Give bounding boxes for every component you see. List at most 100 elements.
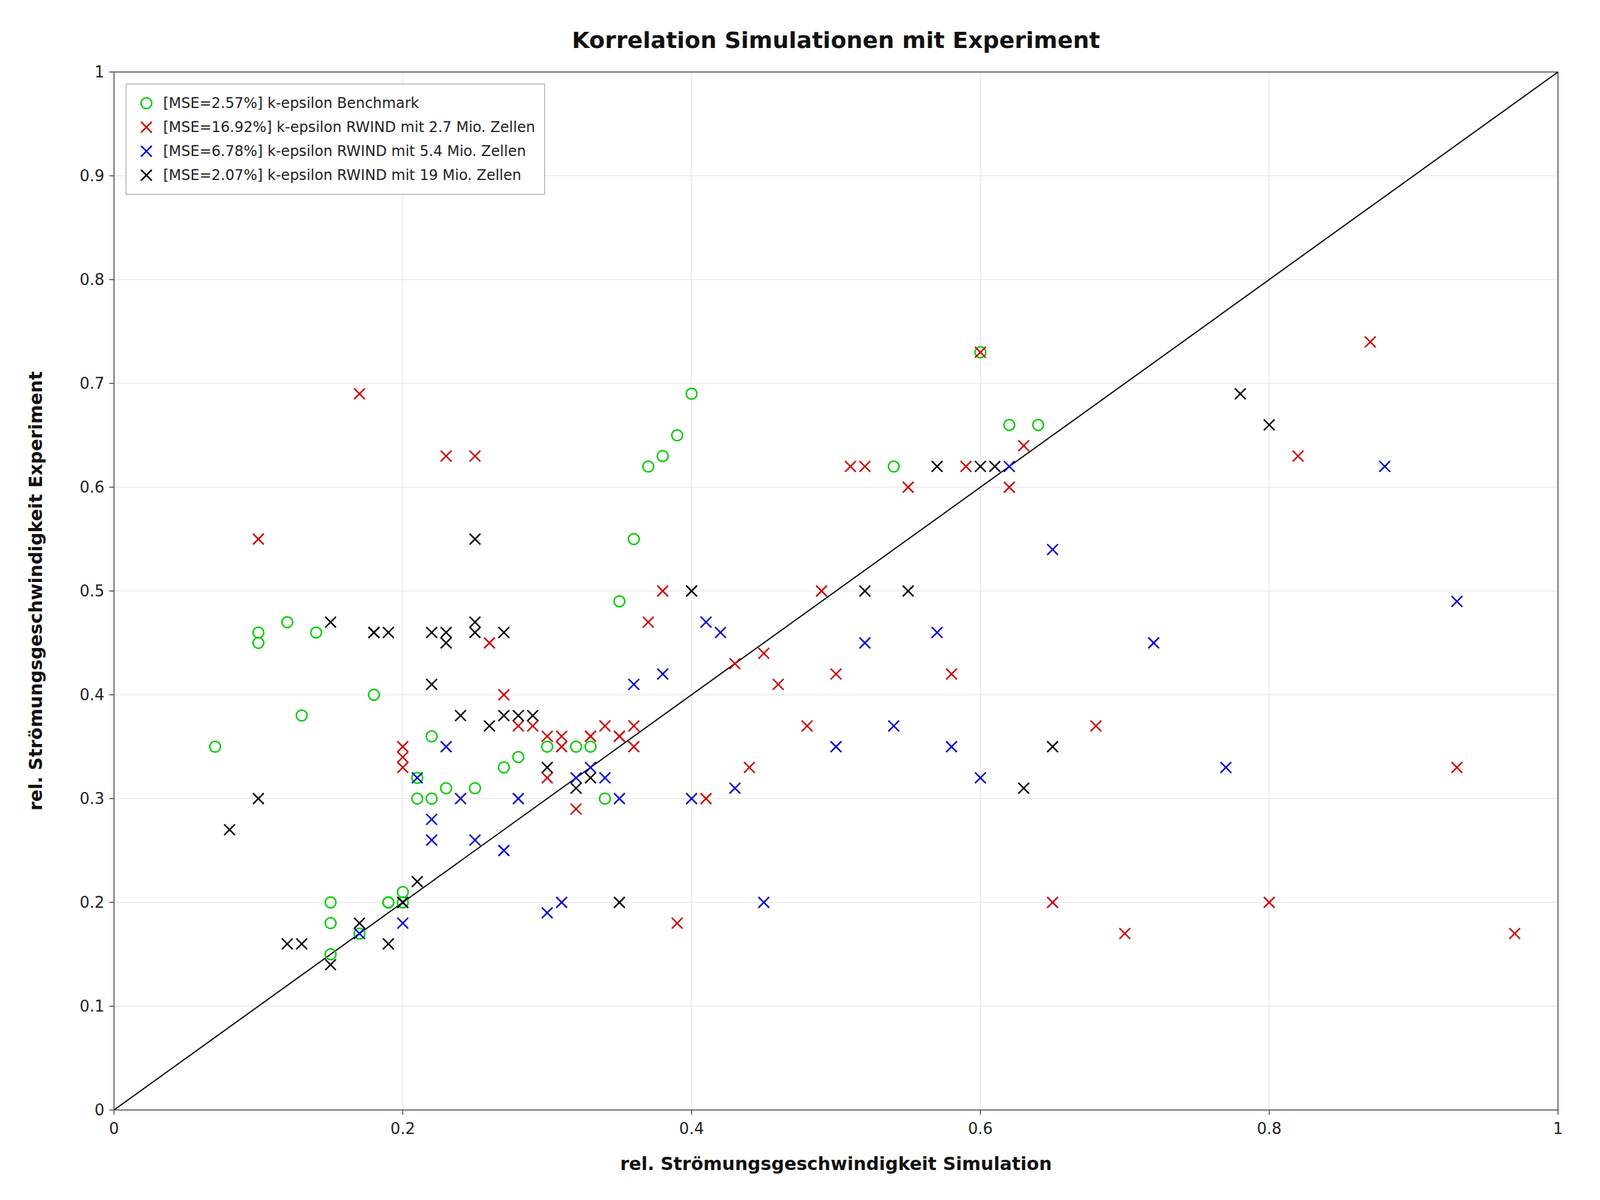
scatter-point bbox=[253, 533, 264, 545]
scatter-point bbox=[628, 533, 640, 545]
scatter-point bbox=[440, 782, 452, 794]
grid-line-y bbox=[113, 279, 1559, 281]
scatter-point bbox=[325, 917, 336, 929]
tick-label-x: 1 bbox=[1553, 1119, 1564, 1138]
scatter-point bbox=[498, 845, 510, 857]
legend-symbol bbox=[140, 145, 152, 157]
legend-symbol bbox=[140, 97, 152, 109]
scatter-point bbox=[353, 917, 365, 929]
scatter-point bbox=[296, 938, 308, 950]
scatter-point bbox=[426, 679, 438, 690]
background bbox=[0, 0, 1600, 1200]
scatter-point bbox=[541, 730, 553, 742]
scatter-point bbox=[426, 730, 438, 742]
scatter-point bbox=[584, 730, 596, 742]
scatter-point bbox=[426, 793, 438, 804]
scatter-point bbox=[830, 741, 842, 753]
scatter-point bbox=[325, 959, 336, 971]
scatter-point bbox=[700, 793, 712, 804]
scatter-point bbox=[1003, 419, 1015, 431]
scatter-point bbox=[541, 772, 553, 783]
y-axis-label: rel. Strömungsgeschwindigkeit Experiment bbox=[25, 371, 47, 811]
tick-x bbox=[113, 1109, 115, 1115]
tick-label-y: 0.4 bbox=[79, 685, 105, 704]
tick-label-y: 0.6 bbox=[79, 478, 105, 497]
scatter-point bbox=[974, 772, 986, 783]
tick-y bbox=[109, 382, 114, 384]
scatter-point bbox=[541, 761, 553, 773]
tick-label-y: 0.7 bbox=[79, 374, 105, 393]
tick-label-y: 0.2 bbox=[79, 893, 105, 912]
scatter-point bbox=[426, 626, 438, 638]
scatter-point bbox=[209, 741, 221, 753]
scatter-point bbox=[584, 730, 596, 742]
scatter-point bbox=[859, 585, 871, 597]
scatter-point bbox=[527, 710, 539, 722]
scatter-point bbox=[498, 689, 510, 701]
scatter-point bbox=[353, 928, 365, 939]
scatter-point bbox=[686, 585, 698, 597]
tick-label-x: 0.8 bbox=[1256, 1119, 1282, 1138]
series bbox=[353, 460, 1463, 939]
scatter-point bbox=[455, 710, 467, 722]
scatter-point bbox=[989, 460, 1001, 472]
plot-frame bbox=[113, 71, 1559, 1110]
x-axis-label: rel. Strömungsgeschwindigkeit Simulation bbox=[620, 1153, 1053, 1175]
scatter-point bbox=[1220, 761, 1232, 773]
scatter-point bbox=[902, 481, 914, 493]
tick-y bbox=[109, 486, 114, 488]
scatter-point bbox=[1018, 782, 1029, 794]
tick-y bbox=[109, 278, 114, 281]
scatter-point bbox=[253, 626, 264, 638]
scatter-point bbox=[902, 585, 914, 597]
scatter-point bbox=[397, 896, 408, 908]
scatter-point bbox=[469, 626, 481, 638]
scatter-point bbox=[498, 710, 510, 722]
legend-box bbox=[125, 83, 545, 195]
scatter-point bbox=[426, 814, 438, 825]
scatter-point bbox=[1090, 720, 1102, 732]
scatter-point bbox=[570, 741, 582, 753]
scatter-point bbox=[397, 886, 408, 898]
scatter-point bbox=[657, 450, 669, 462]
scatter-point bbox=[657, 585, 669, 597]
scatter-point bbox=[960, 460, 972, 472]
scatter-point bbox=[743, 761, 755, 773]
scatter-point bbox=[253, 793, 264, 804]
tick-y bbox=[109, 1005, 114, 1007]
scatter-point bbox=[1509, 928, 1521, 939]
scatter-point bbox=[382, 938, 394, 950]
scatter-point bbox=[613, 595, 625, 607]
scatter-point bbox=[1148, 637, 1160, 649]
legend-label: [MSE=6.78%] k-epsilon RWIND mit 5.4 Mio.… bbox=[163, 142, 527, 160]
legend-symbol bbox=[140, 169, 152, 181]
scatter-point bbox=[397, 917, 408, 929]
grid-line-y bbox=[113, 902, 1559, 903]
scatter-point bbox=[946, 741, 957, 753]
tick-label-y: 0.3 bbox=[79, 789, 105, 808]
scatter-point bbox=[859, 637, 871, 649]
legend-label: [MSE=2.07%] k-epsilon RWIND mit 19 Mio. … bbox=[163, 166, 522, 184]
tick-x bbox=[691, 1109, 693, 1115]
tick-y bbox=[109, 797, 114, 800]
scatter-point bbox=[931, 460, 943, 472]
scatter-point bbox=[353, 928, 365, 939]
scatter-point bbox=[686, 388, 698, 399]
scatter-point bbox=[556, 730, 567, 742]
legend-symbol bbox=[140, 121, 152, 133]
scatter-point bbox=[325, 949, 336, 960]
scatter-point bbox=[729, 658, 741, 669]
scatter-point bbox=[599, 772, 611, 783]
chart-container: 00.20.40.60.8100.10.20.30.40.50.60.70.80… bbox=[0, 0, 1600, 1200]
scatter-point bbox=[411, 772, 423, 783]
tick-label-y: 0.5 bbox=[79, 581, 105, 600]
scatter-point bbox=[715, 626, 726, 638]
scatter-point bbox=[440, 637, 452, 649]
scatter-point bbox=[671, 430, 683, 441]
scatter-point bbox=[1234, 388, 1246, 399]
tick-x bbox=[402, 1109, 404, 1115]
tick-y bbox=[109, 71, 114, 73]
grid-line-y bbox=[113, 487, 1559, 488]
scatter-point bbox=[628, 720, 640, 732]
tick-y bbox=[109, 175, 114, 177]
